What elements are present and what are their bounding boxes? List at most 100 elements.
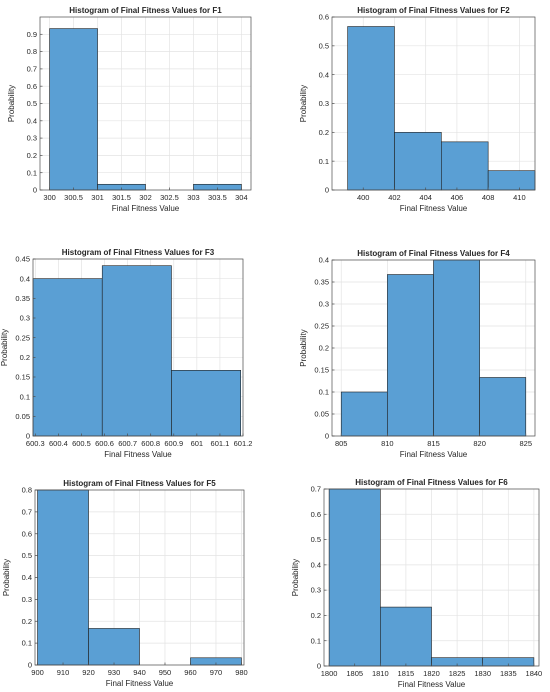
y-tick-label: 0.3: [20, 314, 30, 323]
x-tick-label: 1835: [500, 669, 517, 678]
y-tick-label: 0.05: [15, 412, 30, 421]
x-tick-label: 302.5: [160, 193, 179, 202]
x-tick-label: 600.3: [26, 439, 45, 448]
y-tick-label: 0.4: [22, 573, 32, 582]
x-tick-label: 940: [133, 668, 146, 677]
histogram-bar: [380, 606, 432, 667]
y-tick-label: 0.5: [311, 535, 321, 544]
chart-f5: 900 910 920 930 940 950 960 970 980 0 0.1 0.2 0.3 0.4…: [2, 479, 248, 688]
x-tick-label: 980: [235, 668, 248, 677]
histogram-bar: [487, 170, 536, 191]
x-tick-label: 303.5: [208, 193, 227, 202]
y-tick-label: 0.15: [314, 366, 329, 375]
histogram-bar: [433, 259, 480, 437]
histogram-bar: [88, 628, 140, 666]
y-tick-label: 0.6: [311, 510, 321, 519]
x-tick-label: 1840: [526, 669, 543, 678]
x-tick-label: 601.2: [234, 439, 253, 448]
histogram-bar: [340, 391, 388, 437]
axes-box: [32, 258, 244, 437]
x-tick-label: 1830: [474, 669, 491, 678]
x-tick-label: 910: [57, 668, 70, 677]
y-tick-label: 0.3: [319, 99, 329, 108]
x-tick-label: 600.6: [95, 439, 114, 448]
y-tick-label: 0.4: [311, 560, 321, 569]
histogram-bar: [37, 489, 89, 666]
chart-title: Histogram of Final Fitness Values for F1: [69, 6, 222, 15]
y-tick-label: 0.3: [22, 595, 32, 604]
chart-title: Histogram of Final Fitness Values for F3: [62, 248, 215, 257]
x-tick-label: 1810: [372, 669, 389, 678]
histogram-bar: [32, 278, 103, 437]
chart-title: Histogram of Final Fitness Values for F6: [355, 478, 508, 487]
chart-f2: 400 402 404 406 408 410 0 0.1 0.2 0.3 0.4 0.5 0.6 His…: [299, 6, 536, 213]
x-tick-label: 601: [191, 439, 204, 448]
x-tick-label: 301: [91, 193, 104, 202]
x-tick-label: 600.7: [118, 439, 137, 448]
x-tick-label: 406: [451, 193, 464, 202]
x-tick-label: 302: [139, 193, 152, 202]
y-tick-label: 0.35: [15, 294, 30, 303]
y-tick-label: 0.3: [27, 134, 37, 143]
y-tick-label: 0.1: [27, 168, 37, 177]
y-tick-label: 0.45: [15, 255, 30, 264]
y-axis-label: Probability: [7, 85, 16, 122]
x-tick-label: 300: [43, 193, 56, 202]
y-tick-label: 0: [325, 432, 329, 441]
x-tick-label: 1825: [449, 669, 466, 678]
y-tick-label: 0.2: [20, 353, 30, 362]
y-tick-label: 0.5: [22, 551, 32, 560]
y-tick-label: 0.2: [319, 128, 329, 137]
chart-title: Histogram of Final Fitness Values for F5: [63, 479, 216, 488]
x-axis-label: Final Fitness Value: [104, 450, 172, 459]
y-tick-label: 0.7: [27, 65, 37, 74]
x-tick-label: 304: [235, 193, 248, 202]
x-tick-label: 600.8: [141, 439, 160, 448]
histogram-bar: [101, 265, 172, 437]
chart-title: Histogram of Final Fitness Values for F4: [357, 249, 510, 258]
x-tick-label: 930: [108, 668, 121, 677]
histogram-bar: [171, 370, 241, 437]
y-axis-label: Probability: [299, 329, 308, 366]
y-tick-label: 0.25: [314, 322, 329, 331]
chart-title: Histogram of Final Fitness Values for F2: [357, 6, 510, 15]
chart-f4: 805 810 815 820 825 0 0.05 0.1 0.15 0.2 0.25 0.3 0.3…: [299, 249, 536, 459]
y-tick-label: 0.8: [22, 486, 32, 495]
x-tick-label: 400: [357, 193, 370, 202]
x-tick-label: 600.4: [49, 439, 68, 448]
y-tick-label: 0.9: [27, 30, 37, 39]
x-tick-label: 300.5: [64, 193, 83, 202]
x-tick-label: 1805: [346, 669, 363, 678]
y-tick-label: 0.1: [20, 392, 30, 401]
histogram-bar: [479, 377, 527, 437]
x-tick-label: 960: [184, 668, 197, 677]
y-tick-label: 0: [317, 662, 321, 671]
y-tick-label: 0: [325, 186, 329, 195]
x-tick-label: 600.9: [164, 439, 183, 448]
x-tick-label: 815: [427, 439, 440, 448]
x-tick-label: 1815: [398, 669, 415, 678]
x-tick-label: 1820: [423, 669, 440, 678]
histogram-bar: [387, 274, 434, 437]
x-tick-label: 825: [520, 439, 533, 448]
x-axis-label: Final Fitness Value: [400, 450, 468, 459]
histogram-bar: [49, 28, 98, 191]
y-tick-label: 0.1: [319, 157, 329, 166]
y-tick-label: 0.1: [22, 639, 32, 648]
x-tick-label: 410: [513, 193, 526, 202]
x-tick-label: 900: [31, 668, 44, 677]
y-axis-label: Probability: [0, 329, 9, 366]
x-tick-label: 600.5: [72, 439, 91, 448]
x-axis-label: Final Fitness Value: [112, 204, 180, 213]
y-tick-label: 0.05: [314, 410, 329, 419]
x-tick-label: 950: [159, 668, 172, 677]
y-axis-label: Probability: [2, 559, 11, 596]
y-tick-label: 0.6: [27, 82, 37, 91]
x-tick-label: 1800: [321, 669, 338, 678]
y-tick-label: 0.7: [311, 485, 321, 494]
y-tick-label: 0: [26, 432, 30, 441]
x-axis-label: Final Fitness Value: [400, 204, 468, 213]
x-tick-label: 404: [419, 193, 432, 202]
chart-f6: 1800 1805 1810 1815 1820 1825 1830 1835 1840 0 0.1…: [291, 478, 543, 689]
